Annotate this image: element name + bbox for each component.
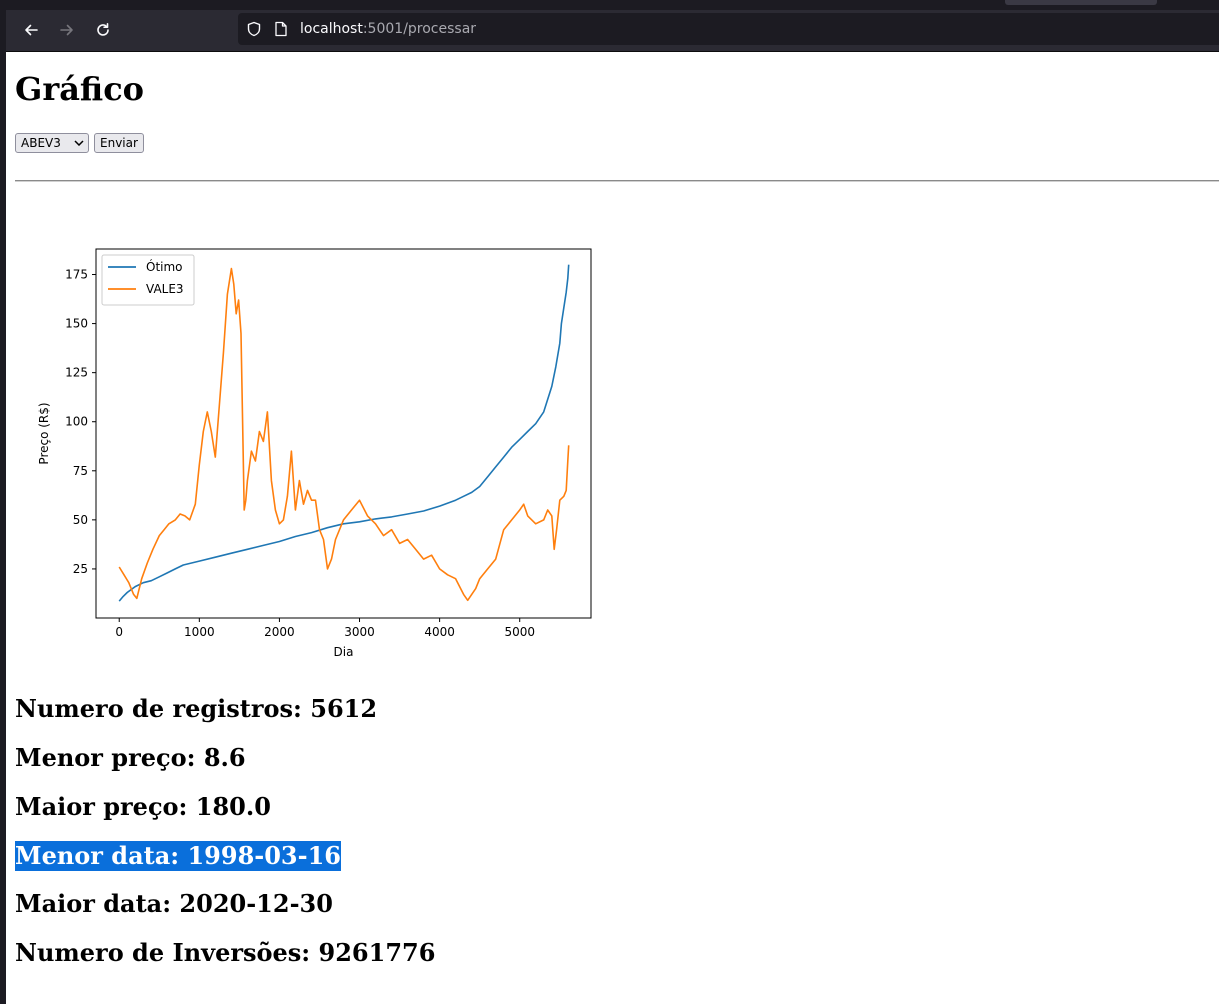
stat-menor-preco: Menor preço: 8.6	[15, 743, 246, 772]
chevron-down-icon	[74, 140, 84, 146]
legend-label: Ótimo	[146, 259, 183, 274]
chart-svg: 0 1000 2000 3000 4000 5000 25 50 75 100 125 150 175 D…	[37, 248, 592, 659]
browser-titlebar	[0, 0, 1219, 10]
url-text[interactable]: localhost:5001/processar	[300, 20, 476, 38]
window-edge	[0, 0, 6, 1004]
forward-button[interactable]	[52, 10, 82, 50]
x-tick-label: 0	[115, 625, 123, 639]
x-tick-label: 5000	[504, 625, 535, 639]
y-tick-label: 150	[65, 317, 88, 331]
ticker-form: ABEV3 Enviar	[15, 133, 144, 153]
x-tick-label: 3000	[344, 625, 375, 639]
x-axis-label: Dia	[334, 645, 354, 659]
y-tick-label: 100	[65, 415, 88, 429]
ticker-select[interactable]: ABEV3	[15, 133, 89, 153]
legend-label: VALE3	[146, 282, 184, 296]
page-title: Gráfico	[15, 70, 145, 108]
price-chart: 0 1000 2000 3000 4000 5000 25 50 75 100 125 150 175 D…	[30, 235, 605, 670]
browser-tab-strip[interactable]	[1005, 0, 1157, 5]
arrow-right-icon	[60, 24, 73, 36]
x-tick-label: 4000	[424, 625, 455, 639]
arrow-left-icon	[25, 24, 38, 36]
url-path: :5001/processar	[362, 21, 477, 37]
reload-icon	[97, 23, 109, 36]
url-host: localhost	[300, 21, 363, 37]
back-button[interactable]	[16, 10, 46, 50]
stat-registros: Numero de registros: 5612	[15, 694, 378, 723]
y-tick-label: 75	[73, 464, 88, 478]
stat-maior-data: Maior data: 2020-12-30	[15, 889, 333, 918]
stat-menor-data: Menor data: 1998-03-16	[15, 841, 341, 871]
stat-inversoes: Numero de Inversões: 9261776	[15, 938, 436, 967]
y-tick-label: 125	[65, 366, 88, 380]
shield-icon[interactable]	[246, 21, 262, 37]
x-tick-label: 2000	[264, 625, 295, 639]
stat-maior-preco: Maior preço: 180.0	[15, 792, 271, 821]
page-icon[interactable]	[274, 21, 288, 37]
submit-button[interactable]: Enviar	[94, 133, 144, 153]
y-axis-label: Preço (R$)	[37, 402, 51, 464]
series-line-vale3	[118, 267, 570, 602]
plot-frame	[95, 248, 592, 619]
x-tick-label: 1000	[184, 625, 215, 639]
y-tick-label: 50	[73, 513, 88, 527]
reload-button[interactable]	[88, 10, 118, 50]
address-bar[interactable]: localhost:5001/processar	[238, 13, 1219, 45]
divider	[15, 180, 1219, 182]
y-tick-label: 175	[65, 268, 88, 282]
series-line--timo	[118, 264, 570, 602]
ticker-select-value: ABEV3	[21, 136, 61, 150]
y-tick-label: 25	[73, 562, 88, 576]
